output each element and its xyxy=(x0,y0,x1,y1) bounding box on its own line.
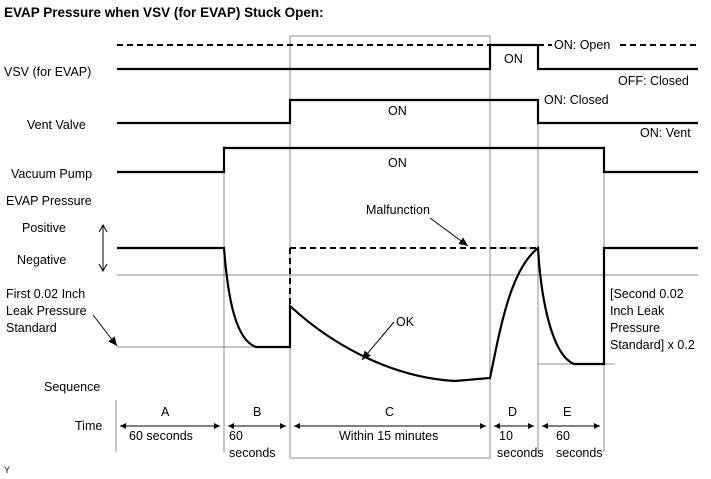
vacuum-pump-signal-line xyxy=(117,146,698,174)
sequence-step-a: A xyxy=(161,405,170,419)
second-standard-line-2: Inch Leak xyxy=(610,304,665,318)
malfunction-pointer xyxy=(429,217,469,247)
vsv-on-label: ON xyxy=(504,52,523,66)
time-step-b-line-1: 60 xyxy=(229,429,243,443)
sequence-step-e: E xyxy=(563,405,571,419)
first-standard-line-2: Leak Pressure xyxy=(6,304,87,318)
time-step-d: 10 seconds xyxy=(497,429,544,460)
time-step-a: 60 seconds xyxy=(129,429,193,443)
second-standard-label: [Second 0.02 Inch Leak Pressure Standard… xyxy=(610,287,695,352)
vsv-signal-line xyxy=(117,43,698,71)
vent-valve-on-closed-label: ON: Closed xyxy=(544,93,609,107)
ok-label: OK xyxy=(396,315,415,329)
vent-valve-label: Vent Valve xyxy=(27,118,86,132)
first-standard-line-3: Standard xyxy=(6,321,57,335)
vsv-label: VSV (for EVAP) xyxy=(4,65,91,79)
footer-mark: Y xyxy=(4,465,10,475)
second-standard-line-4: Standard] x 0.2 xyxy=(610,338,695,352)
time-step-b-line-2: seconds xyxy=(229,446,276,460)
evap-pressure-curve xyxy=(117,245,698,383)
ok-pointer xyxy=(361,321,395,361)
sequence-step-c: C xyxy=(385,405,394,419)
second-standard-line-3: Pressure xyxy=(610,321,660,335)
time-step-b: 60 seconds xyxy=(229,429,276,460)
vent-valve-signal-line xyxy=(117,98,698,125)
evap-pressure-label: EVAP Pressure xyxy=(6,194,92,208)
second-standard-line-1: [Second 0.02 xyxy=(610,287,684,301)
positive-label: Positive xyxy=(22,221,66,235)
vsv-on-open-label: ON: Open xyxy=(554,38,610,52)
vent-valve-on-label: ON xyxy=(388,104,407,118)
sequence-step-d: D xyxy=(508,405,517,419)
time-step-d-line-2: seconds xyxy=(497,446,544,460)
vent-valve-on-vent-label: ON: Vent xyxy=(640,126,691,140)
sequence-arrows xyxy=(120,423,600,429)
vsv-off-closed-label: OFF: Closed xyxy=(618,74,689,88)
time-step-c: Within 15 minutes xyxy=(339,429,438,443)
sequence-label: Sequence xyxy=(44,380,100,394)
vacuum-pump-label: Vacuum Pump xyxy=(11,167,92,181)
time-step-e-line-1: 60 xyxy=(556,429,570,443)
first-standard-label: First 0.02 Inch Leak Pressure Standard xyxy=(6,287,90,335)
sequence-step-b: B xyxy=(253,405,261,419)
malfunction-label: Malfunction xyxy=(366,203,430,217)
first-standard-pointer xyxy=(92,314,118,347)
first-standard-line-1: First 0.02 Inch xyxy=(6,287,85,301)
time-step-e-line-2: seconds xyxy=(556,446,603,460)
vacuum-pump-on-label: ON xyxy=(388,156,407,170)
negative-label: Negative xyxy=(17,253,66,267)
time-label: Time xyxy=(75,419,102,433)
diagram-title: EVAP Pressure when VSV (for EVAP) Stuck … xyxy=(4,5,324,20)
time-step-e: 60 seconds xyxy=(556,429,603,460)
time-step-d-line-1: 10 xyxy=(499,429,513,443)
